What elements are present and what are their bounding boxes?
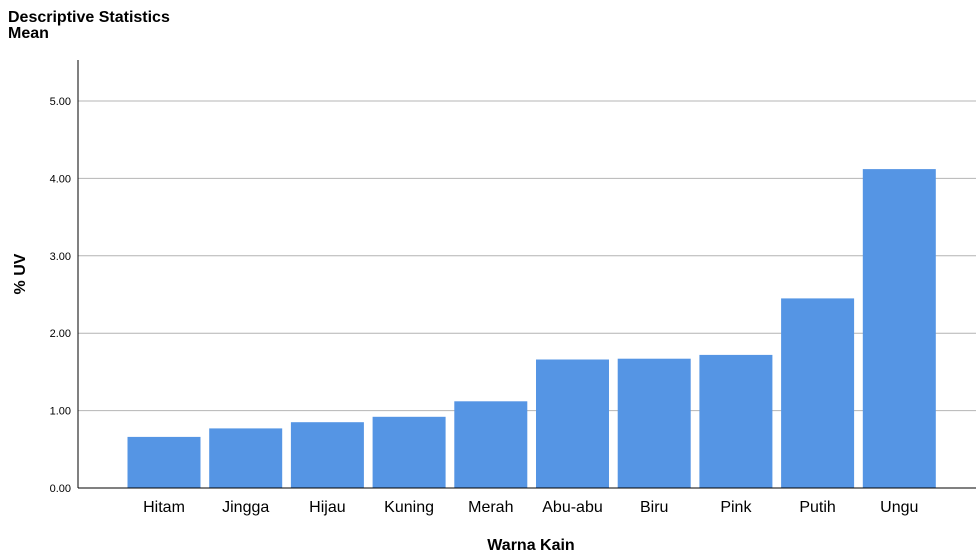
x-tick-label: Biru: [640, 499, 668, 516]
bar-kuning: [372, 416, 446, 488]
bar-putih: [781, 298, 855, 488]
chart-title-block: Descriptive Statistics Mean: [8, 10, 170, 42]
y-tick-label: 2.00: [50, 328, 71, 340]
bar-pink: [699, 354, 773, 488]
chart-subtitle: Mean: [8, 25, 49, 42]
bar-merah: [454, 401, 528, 488]
x-tick-label: Ungu: [880, 499, 918, 516]
x-tick-label: Jingga: [222, 499, 269, 516]
x-tick-label: Pink: [720, 499, 752, 516]
y-axis-title: % UV: [12, 253, 29, 294]
y-tick-label: 1.00: [50, 406, 71, 418]
x-tick-labels: Hitam Jingga Hijau Kuning Merah Abu-abu Biru Pi…: [143, 499, 918, 516]
y-tick-label: 4.00: [50, 173, 71, 185]
x-tick-label: Putih: [799, 499, 835, 516]
x-tick-label: Abu-abu: [542, 499, 603, 516]
bar-hijau: [290, 422, 364, 488]
bar-ungu: [862, 169, 936, 488]
bar-biru: [617, 358, 691, 488]
x-tick-label: Hitam: [143, 499, 185, 516]
x-axis-title: Warna Kain: [487, 537, 574, 554]
bars: [127, 169, 936, 488]
bar-abu-abu: [536, 359, 609, 488]
y-tick-label: 3.00: [50, 251, 71, 263]
x-tick-label: Hijau: [309, 499, 345, 516]
y-tick-label: 0.00: [50, 483, 71, 495]
y-tick-label: 5.00: [50, 96, 71, 108]
x-tick-label: Merah: [468, 499, 513, 516]
y-tick-labels: 0.00 1.00 2.00 3.00 4.00 5.00: [50, 96, 71, 495]
bar-jingga: [209, 428, 283, 488]
x-tick-label: Kuning: [384, 499, 434, 516]
bar-hitam: [127, 436, 201, 488]
chart-title: Descriptive Statistics: [8, 9, 170, 26]
